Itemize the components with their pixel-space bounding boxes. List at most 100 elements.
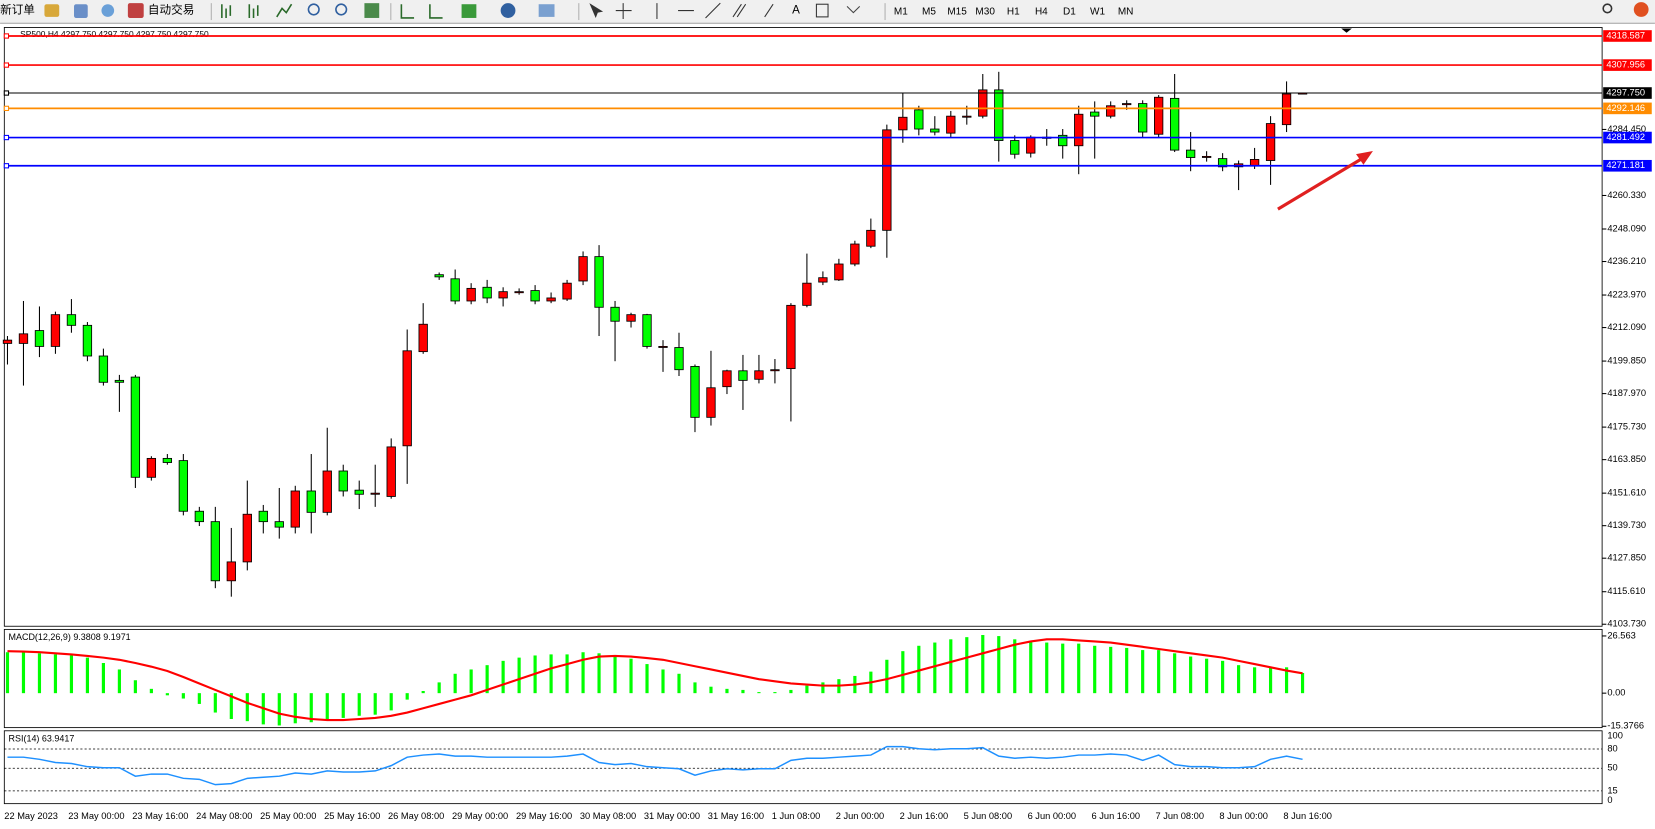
macd-panel	[3, 628, 1603, 729]
macd-bar	[933, 642, 937, 694]
icon[interactable]	[364, 3, 380, 18]
macd-bar	[1141, 650, 1145, 694]
candle-body	[818, 277, 828, 283]
x-tick-label: 31 May 00:00	[644, 811, 700, 821]
auto-trading-button[interactable]: 自动交易	[148, 3, 194, 17]
new-order-button[interactable]: 新订单	[0, 3, 35, 17]
y-tick-label: 100	[1607, 731, 1623, 741]
zoom-out[interactable]	[335, 3, 348, 16]
timeframe-button[interactable]: M5	[922, 6, 936, 17]
icon[interactable]	[500, 3, 516, 18]
cursor-tool[interactable]	[589, 3, 604, 18]
icon[interactable]	[44, 4, 60, 17]
label-tool[interactable]	[815, 3, 829, 18]
macd-bar	[53, 654, 58, 694]
candle-body	[834, 263, 844, 281]
draw-tools[interactable]	[732, 3, 774, 18]
price-line-handle	[3, 105, 10, 112]
annotation-arrowhead	[1356, 151, 1373, 165]
y-tick-label: 0	[1607, 795, 1612, 805]
y-tick-label: 4248.090	[1607, 223, 1646, 233]
x-tick-label: 8 Jun 00:00	[1219, 811, 1268, 821]
candle-body	[514, 291, 524, 294]
icon[interactable]	[538, 4, 555, 17]
macd-bar	[1205, 658, 1209, 694]
timeframe-button[interactable]: H4	[1035, 6, 1048, 17]
x-tick-label: 25 May 00:00	[260, 811, 316, 821]
candle-body	[1138, 103, 1148, 133]
macd-bar	[805, 685, 809, 694]
y-tick-label: 4260.330	[1607, 190, 1646, 200]
icon[interactable]	[221, 4, 259, 18]
text-tool[interactable]: A	[792, 4, 800, 17]
candle-body	[482, 286, 492, 299]
candle-body	[34, 330, 45, 347]
icon[interactable]	[74, 4, 88, 18]
candle-body	[370, 492, 380, 495]
macd-bar	[693, 682, 697, 694]
candle-body	[658, 346, 668, 348]
timeframe-button[interactable]: M30	[975, 6, 995, 17]
macd-bar	[629, 658, 633, 694]
candle-body	[962, 115, 972, 118]
macd-bar	[357, 693, 361, 716]
auto-trading-icon[interactable]	[127, 3, 144, 18]
timeframe-button[interactable]: W1	[1090, 6, 1105, 17]
candle-body	[418, 323, 428, 353]
timeframe-button[interactable]: H1	[1007, 6, 1020, 17]
candle-body	[530, 290, 540, 302]
macd-bar	[1061, 643, 1065, 694]
search[interactable]	[1602, 3, 1613, 14]
timeframe-button[interactable]: M15	[947, 6, 967, 17]
macd-bar	[709, 686, 713, 694]
candle-body	[978, 89, 988, 117]
candle-body	[994, 89, 1004, 141]
icon[interactable]	[400, 4, 443, 19]
candle-body	[578, 256, 588, 282]
price-line-handle	[3, 90, 10, 96]
price-label-bg	[1603, 59, 1652, 71]
y-tick-label: 4212.090	[1607, 322, 1646, 332]
y-tick-label: 4139.730	[1607, 520, 1646, 530]
zoom-in[interactable]	[307, 3, 320, 16]
x-tick-label: 24 May 08:00	[196, 811, 252, 821]
x-tick-label: 26 May 08:00	[388, 811, 444, 821]
price-line-handle	[3, 163, 10, 169]
draw-tools[interactable]	[615, 2, 721, 20]
candle-body	[546, 297, 556, 302]
macd-bar	[1077, 643, 1081, 694]
macd-bar	[1300, 672, 1305, 694]
candle-body	[898, 116, 908, 131]
price-label: 4318.587	[1606, 30, 1645, 40]
candle-body	[930, 128, 940, 133]
macd-bar	[821, 682, 825, 694]
y-tick-label: 4127.850	[1607, 553, 1646, 563]
timeframe-button[interactable]: MN	[1118, 6, 1134, 17]
x-tick-label: 8 Jun 16:00	[1283, 811, 1332, 821]
candle-body	[1169, 97, 1180, 151]
x-tick-label: 7 Jun 08:00	[1155, 811, 1204, 821]
macd-bar	[1237, 665, 1241, 694]
shapes-tool[interactable]	[846, 5, 861, 14]
candle-body	[626, 314, 636, 322]
icon[interactable]	[276, 3, 293, 18]
candle-body	[66, 314, 77, 326]
candle-body	[1058, 134, 1068, 147]
macd-bar	[1268, 667, 1273, 694]
macd-bar	[981, 635, 985, 694]
macd-bar	[197, 693, 201, 704]
icon[interactable]	[461, 4, 477, 18]
price-label-bg	[1603, 87, 1652, 99]
candle-body	[946, 115, 956, 134]
y-tick-label: 50	[1607, 763, 1617, 773]
candle-body	[1106, 105, 1116, 117]
macd-bar	[453, 673, 457, 694]
macd-bar	[101, 663, 105, 694]
timeframe-button[interactable]: D1	[1063, 6, 1076, 17]
icon[interactable]	[101, 4, 115, 17]
x-tick-label: 2 Jun 16:00	[900, 811, 949, 821]
timeframe-button[interactable]: M1	[894, 6, 908, 17]
macd-bar	[325, 693, 329, 721]
notification-badge[interactable]	[1633, 2, 1649, 17]
